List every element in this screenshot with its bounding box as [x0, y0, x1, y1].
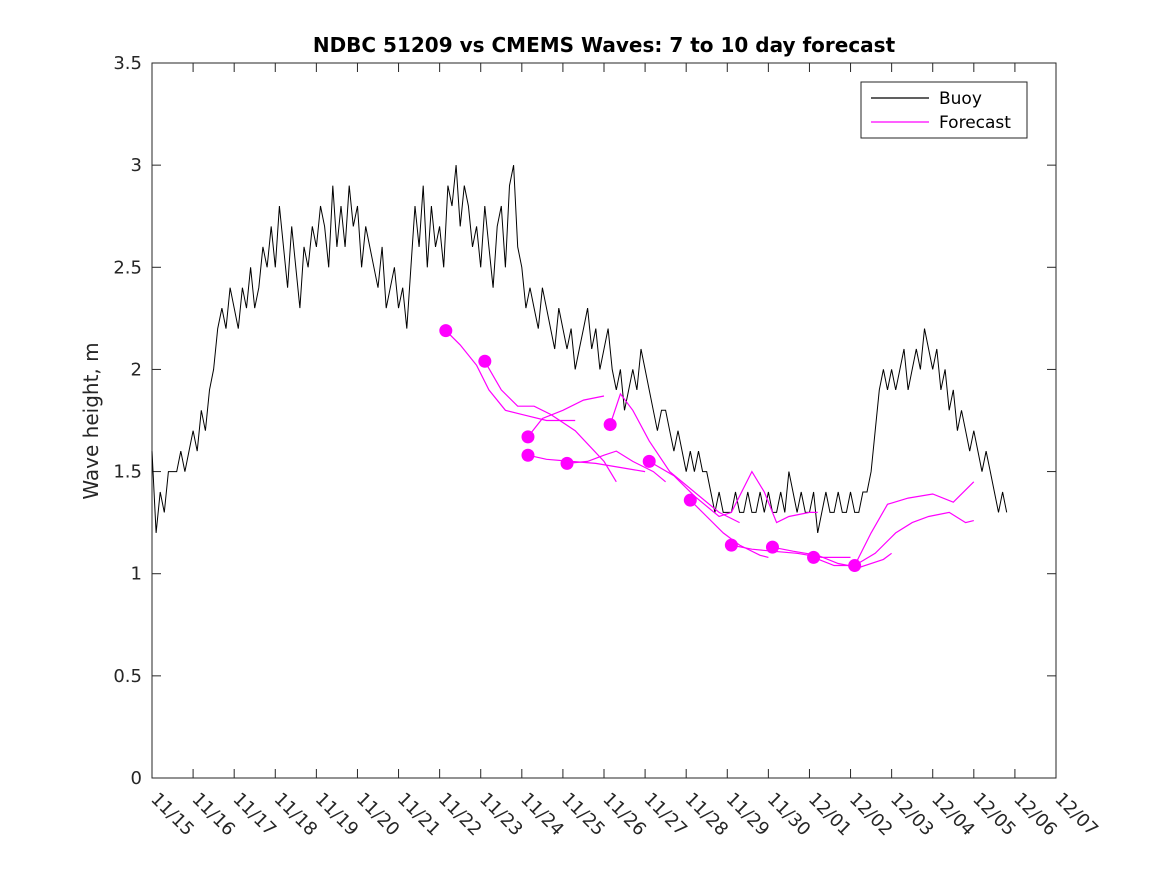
forecast-start-marker — [521, 448, 535, 462]
legend: Buoy Forecast — [860, 81, 1028, 139]
y-tick-label: 1.5 — [113, 462, 142, 483]
y-tick-label: 1 — [131, 564, 142, 585]
forecast-series-line — [731, 544, 851, 558]
forecast-series-line — [813, 481, 975, 567]
forecast-series-line — [648, 460, 818, 524]
y-tick-label: 2 — [131, 359, 142, 380]
legend-buoy-label: Buoy — [939, 89, 982, 109]
forecast-start-marker — [478, 354, 492, 368]
forecast-start-marker — [439, 324, 453, 338]
y-tick-label: 0 — [131, 768, 142, 789]
forecast-start-marker — [807, 550, 821, 564]
forecast-start-marker — [521, 430, 535, 444]
forecast-series-line — [854, 511, 974, 567]
forecast-start-marker — [683, 493, 697, 507]
axes-box — [151, 62, 1057, 779]
forecast-series-line — [772, 546, 892, 569]
forecast-start-marker — [603, 418, 617, 432]
forecast-start-marker — [560, 456, 574, 470]
forecast-series-line — [484, 361, 617, 483]
forecast-series-line — [527, 395, 605, 438]
forecast-start-marker — [765, 540, 779, 554]
y-tick-label: 3 — [131, 155, 142, 176]
forecast-start-marker — [642, 454, 656, 468]
legend-box — [860, 81, 1028, 139]
y-tick-label: 2.5 — [113, 257, 142, 278]
forecast-start-marker — [848, 559, 862, 573]
forecast-series-line — [566, 450, 666, 483]
buoy-series-line — [151, 165, 1008, 533]
y-tick-label: 0.5 — [113, 666, 142, 687]
plot-area: 00.511.522.533.511/1511/1611/1711/1811/1… — [113, 53, 1102, 840]
forecast-series-line — [609, 392, 740, 524]
chart-title: NDBC 51209 vs CMEMS Waves: 7 to 10 day f… — [313, 33, 896, 57]
y-axis-label: Wave height, m — [79, 342, 103, 499]
forecast-start-marker — [724, 538, 738, 552]
legend-forecast-label: Forecast — [939, 113, 1011, 133]
y-tick-label: 3.5 — [113, 53, 142, 74]
